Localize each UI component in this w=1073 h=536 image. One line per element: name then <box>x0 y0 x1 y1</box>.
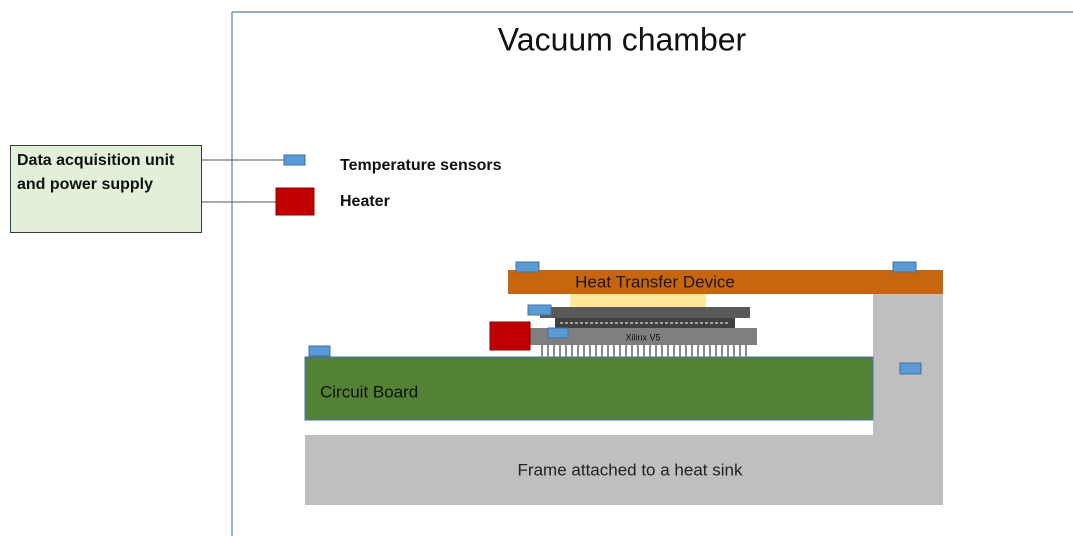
sensor-legend-icon <box>283 154 306 166</box>
legend-heater: Heater <box>340 193 390 210</box>
title: Vacuum chamber <box>498 21 747 57</box>
sensor <box>899 362 922 375</box>
sensor <box>547 327 569 339</box>
sensor <box>892 261 917 273</box>
frame-label: Frame attached to a heat sink <box>518 460 743 479</box>
pins <box>541 345 747 357</box>
chip-package <box>530 328 757 345</box>
heat-transfer-device <box>508 270 943 294</box>
daq-box: Data acquisition unit and power supply <box>10 145 202 233</box>
heater <box>489 321 531 351</box>
chip-lid <box>540 307 750 318</box>
chip-label: Xilinx V5 <box>625 332 660 342</box>
sensor <box>515 261 540 273</box>
frame <box>305 294 943 505</box>
sensor <box>527 304 552 316</box>
thermal-pad <box>570 294 706 307</box>
heater-legend-icon <box>275 187 315 216</box>
board-label: Circuit Board <box>320 382 418 401</box>
legend-sensor: Temperature sensors <box>340 157 502 174</box>
heat-transfer-label: Heat Transfer Device <box>575 272 735 291</box>
circuit-board <box>304 356 874 421</box>
sensor <box>308 345 331 357</box>
